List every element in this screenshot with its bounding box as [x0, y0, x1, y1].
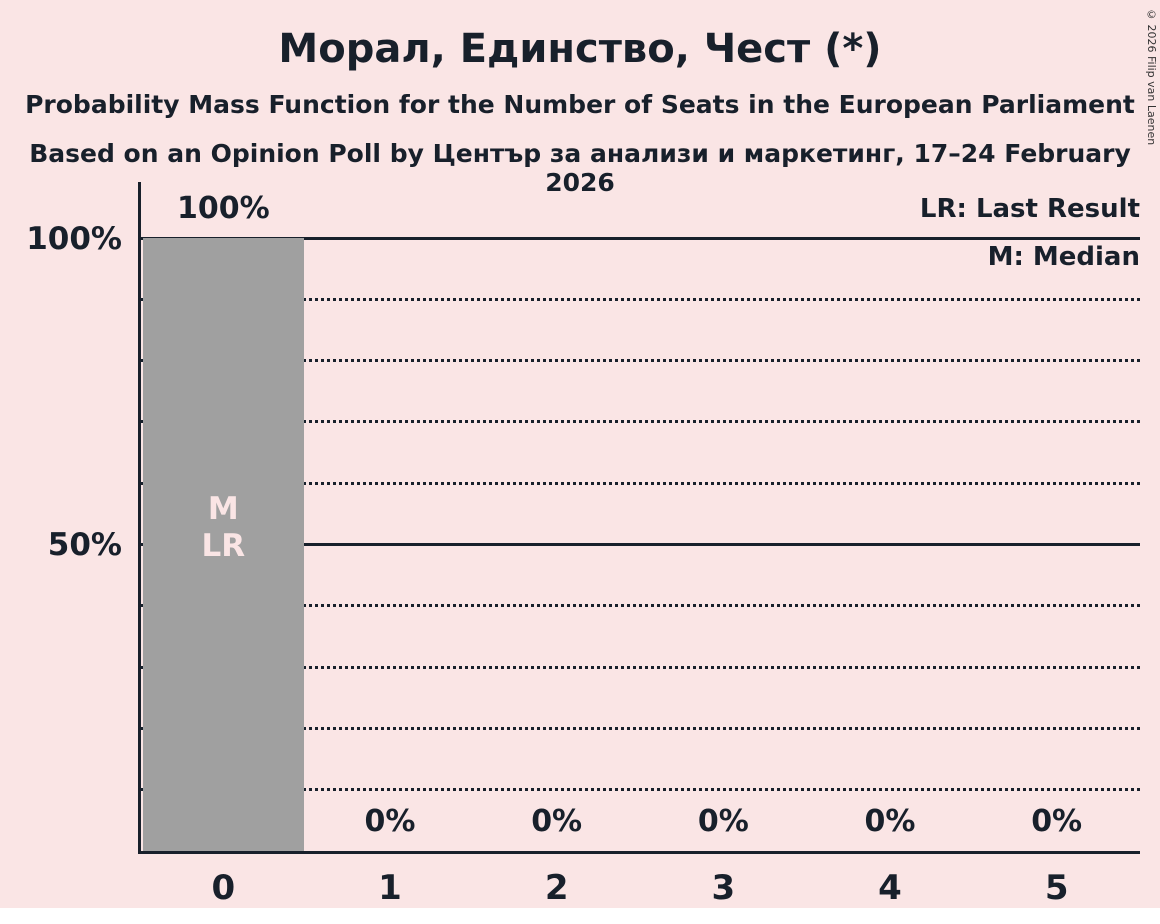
x-axis-label-4: 4 [878, 868, 902, 908]
bar-value-label-3: 0% [697, 804, 749, 839]
bar-column-5: 0% 5 [973, 238, 1140, 908]
bar-value-label-2: 0% [531, 804, 583, 839]
gridline-90-percent [140, 297, 1140, 301]
bar-column-3: 0% 3 [640, 238, 807, 908]
y-axis-tick-100: 100% [26, 221, 122, 257]
gridline-80-percent [140, 359, 1140, 363]
chart-title: Морал, Единство, Чест (*) [278, 26, 882, 72]
copyright-text: © 2026 Filip van Laenen [1145, 8, 1158, 146]
x-axis-label-3: 3 [711, 868, 736, 908]
legend-last-result: LR: Last Result [919, 194, 1140, 224]
gridline-40-percent [140, 604, 1140, 608]
last-result-marker: LR [201, 528, 246, 564]
bar-value-label-5: 0% [1031, 804, 1083, 839]
bar-column-1: 0% 1 [307, 238, 474, 908]
x-axis-label-1: 1 [378, 868, 402, 908]
chart-subtitle: Probability Mass Function for the Number… [25, 90, 1135, 119]
bar-value-label-1: 0% [364, 804, 416, 839]
gridline-60-percent [140, 481, 1140, 485]
x-axis-line [138, 851, 1140, 854]
bar-column-4: 0% 4 [807, 238, 974, 908]
gridline-30-percent [140, 665, 1140, 669]
bar-column-0: 100% M LR 0 [140, 191, 307, 908]
x-axis-label-5: 5 [1044, 868, 1069, 908]
chart-source-line: Based on an Opinion Poll by Център за ан… [29, 139, 1131, 197]
median-last-result-annotation: M LR [140, 491, 307, 565]
bar-value-label-4: 0% [864, 804, 916, 839]
median-marker: M [207, 491, 239, 527]
bar-seats-0 [143, 238, 304, 851]
y-axis-line [138, 182, 141, 854]
bar-column-2: 0% 2 [473, 238, 640, 908]
bar-value-label-0: 100% [176, 191, 270, 226]
plot-area: 100% M LR 0 0% 1 0% 2 0% 3 0% 4 0% 5 [140, 191, 1140, 908]
y-axis-tick-50: 50% [47, 527, 122, 563]
legend-median: M: Median [987, 242, 1140, 272]
gridline-20-percent [140, 726, 1140, 730]
gridline-100-percent [140, 236, 1140, 240]
gridline-10-percent [140, 788, 1140, 792]
gridline-50-percent [140, 543, 1140, 546]
x-axis-label-0: 0 [211, 868, 236, 908]
x-axis-label-2: 2 [544, 868, 569, 908]
legend: LR: Last Result M: Median [920, 185, 1140, 281]
gridline-70-percent [140, 420, 1140, 424]
